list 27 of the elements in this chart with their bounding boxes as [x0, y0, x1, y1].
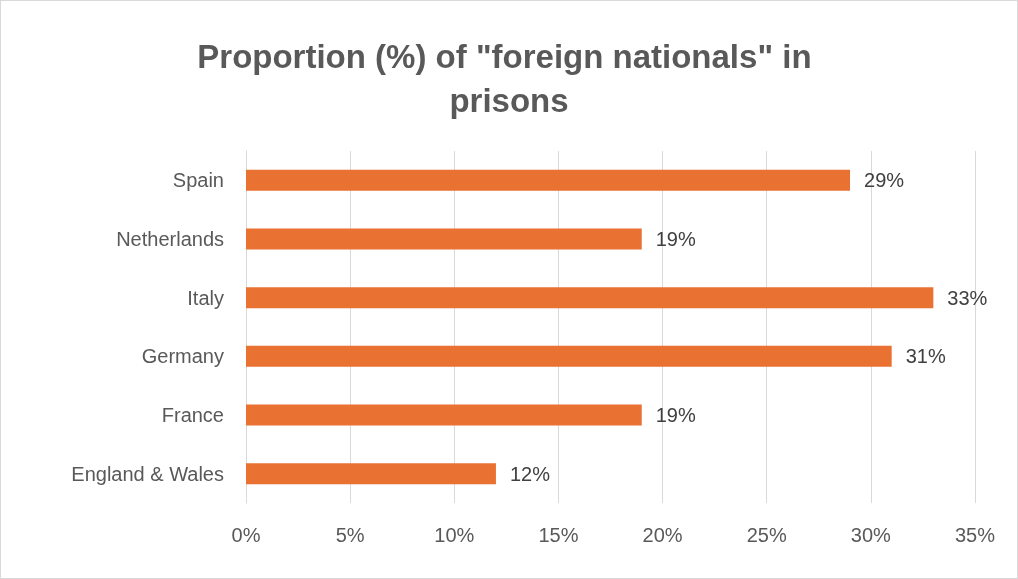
x-tick-label: 25% [746, 524, 787, 546]
x-tick-label: 5% [335, 524, 365, 546]
bar [246, 463, 496, 485]
y-tick-label: France [161, 404, 224, 426]
data-label: 19% [655, 404, 696, 426]
chart-title: Proportion (%) of "foreign nationals" in prisons [197, 37, 821, 119]
y-tick-label: Germany [141, 345, 224, 368]
x-tick-label: 15% [538, 524, 579, 546]
y-tick-label: Spain [172, 169, 224, 192]
data-label: 12% [509, 462, 551, 485]
data-label: 29% [864, 169, 905, 192]
y-tick-label: Netherlands [116, 228, 224, 250]
x-tick-label: 0% [231, 524, 261, 546]
bar [246, 169, 851, 191]
x-tick-label: 10% [434, 524, 475, 546]
x-tick-label: 35% [954, 524, 996, 546]
x-tick-label: 20% [642, 524, 683, 546]
data-label: 31% [905, 345, 946, 368]
y-tick-label: England & Wales [71, 462, 224, 485]
x-tick-label: 30% [850, 524, 892, 546]
bar [246, 345, 892, 367]
bar [246, 404, 642, 426]
y-tick-label: Italy [187, 286, 224, 309]
data-label: 33% [947, 286, 988, 309]
bar [246, 228, 642, 250]
data-label: 19% [655, 228, 696, 250]
bar [246, 287, 934, 309]
